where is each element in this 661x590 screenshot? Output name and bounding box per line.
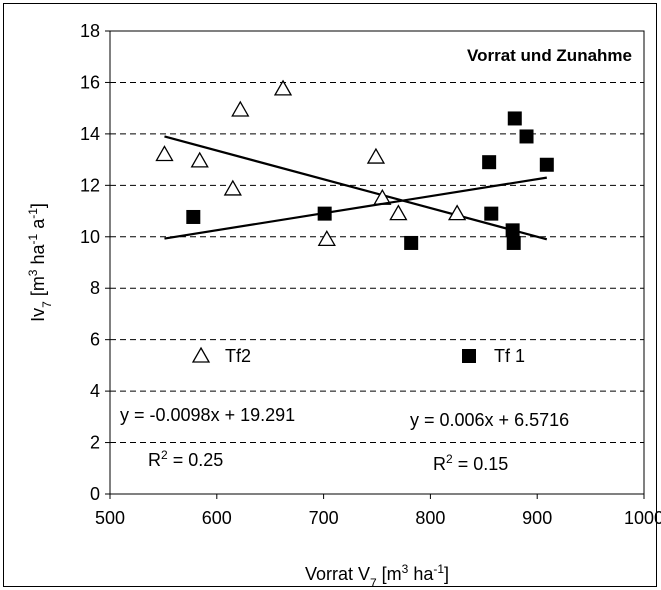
text-part: 3	[26, 269, 40, 276]
x-tick-label: 1000	[624, 508, 661, 528]
marker-square	[539, 157, 554, 172]
text-part: -1	[433, 562, 444, 576]
y-tick-label: 0	[90, 484, 100, 504]
y-tick-label: 16	[80, 72, 100, 92]
text-part: ]	[444, 564, 449, 584]
text-part: -1	[26, 233, 40, 244]
legend-marker	[191, 346, 211, 363]
text-part: R	[433, 454, 446, 474]
marker-triangle	[447, 204, 467, 221]
y-tick-label: 18	[80, 21, 100, 41]
rich-text: Iv7 [m3 ha-1 a-1]	[26, 203, 54, 322]
x-tick-label: 700	[309, 508, 339, 528]
marker-square	[505, 223, 520, 238]
y-tick-label: 8	[90, 278, 100, 298]
legend-label: Tf2	[225, 346, 251, 366]
trend-line	[164, 135, 548, 241]
marker-triangle	[190, 151, 209, 168]
trend-equation: y = 0.006x + 6.5716	[410, 410, 569, 430]
marker-square	[482, 155, 497, 170]
marker-square	[507, 111, 522, 126]
trend-line	[164, 176, 547, 240]
chart-title: Vorrat und Zunahme	[467, 46, 632, 65]
text-part: a	[28, 218, 48, 234]
plot-frame	[109, 30, 645, 495]
marker-square	[186, 209, 201, 224]
marker-square	[519, 129, 534, 144]
text-part: Iv	[28, 308, 48, 322]
legend-marker	[462, 349, 476, 363]
trend-equation: y = -0.0098x + 19.291	[120, 405, 295, 425]
text-part: 7	[370, 576, 377, 590]
marker-triangle	[389, 204, 408, 221]
marker-triangle	[273, 79, 293, 96]
x-tick-label: 900	[522, 508, 552, 528]
x-tick-label: 600	[202, 508, 232, 528]
marker-square	[317, 206, 332, 221]
text-part: = 0.15	[453, 454, 509, 474]
marker-square	[506, 235, 521, 250]
marker-triangle	[223, 179, 242, 196]
y-tick-label: 14	[80, 124, 100, 144]
y-tick-label: 10	[80, 227, 100, 247]
y-tick-label: 12	[80, 175, 100, 195]
legend-label: Tf 1	[494, 346, 525, 366]
text-part: ha	[408, 564, 434, 584]
text-part: ha	[28, 243, 48, 269]
marker-triangle	[366, 147, 386, 164]
marker-triangle	[317, 230, 336, 246]
rich-text: Vorrat V7 [m3 ha-1]	[305, 562, 449, 590]
text-part: 7	[40, 301, 54, 308]
marker-square	[404, 235, 419, 250]
marker-square	[484, 206, 499, 221]
text-part: 2	[446, 452, 453, 466]
marker-triangle	[231, 100, 250, 117]
rich-text: R2 = 0.15	[433, 452, 508, 474]
text-part: 2	[161, 448, 168, 462]
y-tick-label: 6	[90, 330, 100, 350]
x-tick-label: 800	[415, 508, 445, 528]
text-part: ]	[28, 203, 48, 208]
text-part: [m	[28, 276, 48, 301]
text-part: [m	[377, 564, 402, 584]
rich-text: R2 = 0.25	[148, 448, 223, 470]
x-tick-label: 500	[95, 508, 125, 528]
text-part: Vorrat V	[305, 564, 370, 584]
text-part: = 0.25	[168, 450, 224, 470]
y-tick-label: 4	[90, 381, 100, 401]
text-part: -1	[26, 208, 40, 219]
text-part: 3	[402, 562, 409, 576]
marker-triangle	[155, 145, 174, 162]
chart-border	[3, 3, 657, 587]
text-part: R	[148, 450, 161, 470]
y-tick-label: 2	[90, 433, 100, 453]
